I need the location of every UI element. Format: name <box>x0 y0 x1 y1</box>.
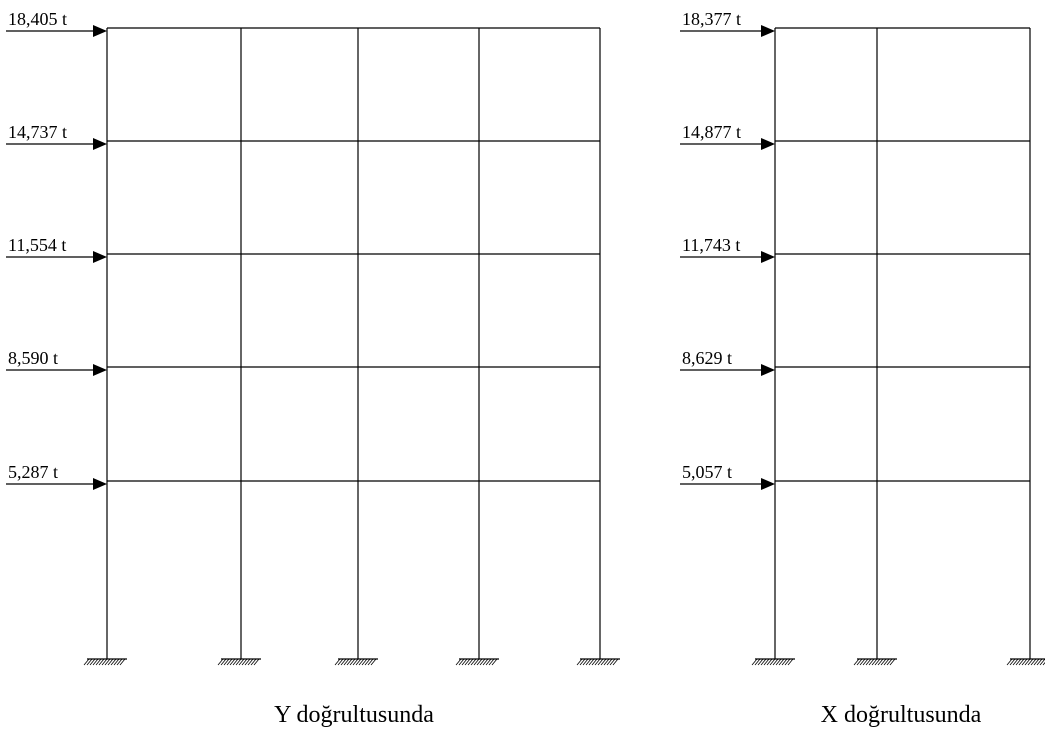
load-label-x-3: 11,743 t <box>682 235 740 255</box>
load-arrowhead-x-4 <box>761 364 775 376</box>
load-arrowhead-y-4 <box>93 364 107 376</box>
caption-y: Y doğrultusunda <box>274 702 434 728</box>
load-arrowhead-x-5 <box>761 478 775 490</box>
load-arrowhead-y-5 <box>93 478 107 490</box>
load-arrowhead-x-1 <box>761 25 775 37</box>
fixed-support-y-3 <box>334 658 378 666</box>
load-label-y-1: 18,405 t <box>8 9 67 29</box>
load-label-x-2: 14,877 t <box>682 122 741 142</box>
frame-y-direction: 18,405 t 14,737 t 11,554 t 8,590 t 5,287 t Y … <box>6 9 620 728</box>
fixed-support-y-4 <box>455 658 499 666</box>
load-label-y-4: 8,590 t <box>8 348 58 368</box>
load-label-x-4: 8,629 t <box>682 348 732 368</box>
load-label-x-1: 18,377 t <box>682 9 741 29</box>
load-arrowhead-y-2 <box>93 138 107 150</box>
load-label-y-3: 11,554 t <box>8 235 66 255</box>
load-arrowhead-y-3 <box>93 251 107 263</box>
fixed-support-y-5 <box>576 658 620 666</box>
fixed-support-y-2 <box>217 658 261 666</box>
load-label-y-2: 14,737 t <box>8 122 67 142</box>
fixed-support-x-3 <box>1006 658 1045 666</box>
load-label-y-5: 5,287 t <box>8 462 58 482</box>
frame-x-direction: 18,377 t 14,877 t 11,743 t 8,629 t 5,057 t X … <box>680 9 1045 728</box>
load-arrowhead-x-3 <box>761 251 775 263</box>
fixed-support-x-1 <box>751 658 795 666</box>
fixed-support-y-1 <box>83 658 127 666</box>
load-arrowhead-y-1 <box>93 25 107 37</box>
fixed-support-x-2 <box>853 658 897 666</box>
load-label-x-5: 5,057 t <box>682 462 732 482</box>
load-arrowhead-x-2 <box>761 138 775 150</box>
caption-x: X doğrultusunda <box>821 702 982 728</box>
